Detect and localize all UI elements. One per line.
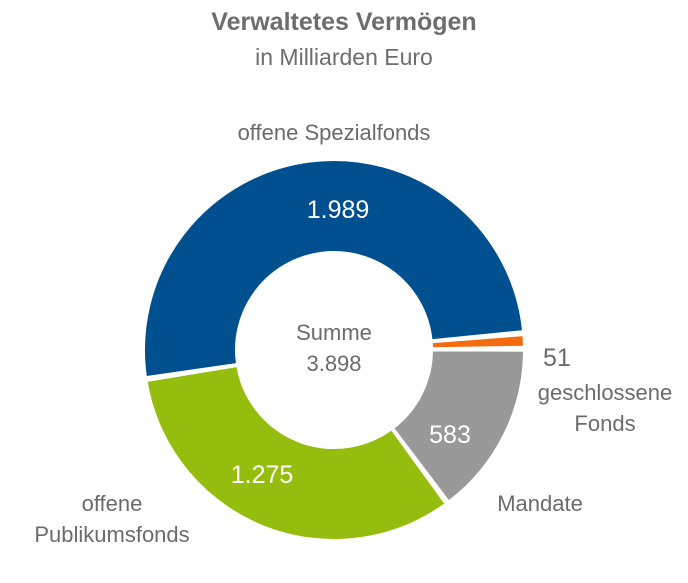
- category-label-publikumsfonds: offene: [82, 491, 143, 516]
- category-label-spezialfonds: offene Spezialfonds: [238, 120, 431, 145]
- value-label-geschlossene: 51: [543, 344, 571, 372]
- slice-geschlossene: [430, 334, 525, 350]
- slice-mandate: [391, 349, 526, 503]
- value-label-spezialfonds: 1.989: [307, 196, 370, 224]
- category-label-geschlossene: Fonds: [574, 411, 635, 436]
- chart-subtitle: in Milliarden Euro: [255, 44, 433, 70]
- category-label-geschlossene: geschlossene: [538, 380, 673, 405]
- slice-publikumsfonds: [145, 364, 447, 541]
- category-label-publikumsfonds: Publikumsfonds: [34, 522, 189, 547]
- slice-spezialfonds: [143, 159, 525, 379]
- category-label-mandate: Mandate: [497, 491, 583, 516]
- center-total-label: Summe: [296, 320, 372, 345]
- chart-title: Verwaltetes Vermögen: [211, 8, 477, 36]
- center-total-value: 3.898: [306, 351, 361, 376]
- value-label-publikumsfonds: 1.275: [231, 461, 294, 489]
- value-label-mandate: 583: [429, 421, 471, 449]
